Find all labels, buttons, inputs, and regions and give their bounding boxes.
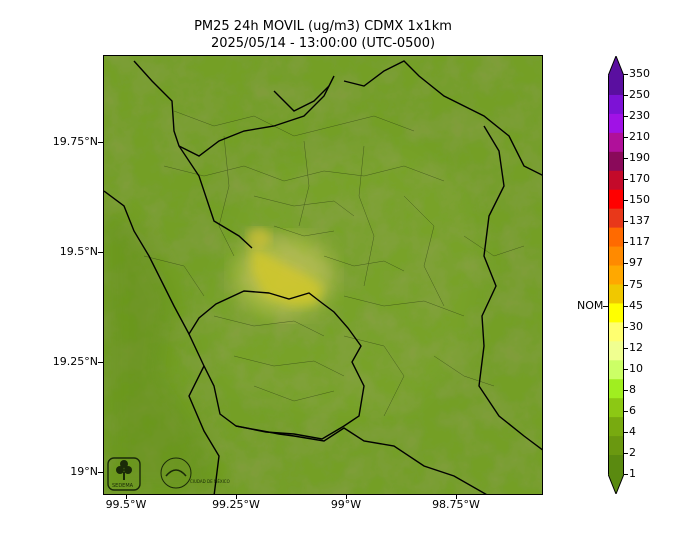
lon-tick-label: 99°W	[330, 498, 362, 511]
colorbar-tick-mark	[624, 74, 628, 75]
colorbar-tick-label: 117	[629, 235, 650, 249]
colorbar-segment	[608, 113, 624, 134]
lat-tick-mark	[98, 472, 103, 473]
colorbar-segment	[608, 284, 624, 304]
colorbar-segment	[608, 227, 624, 248]
colorbar-tick-label: 6	[629, 403, 636, 417]
colorbar-tick-mark	[624, 284, 628, 286]
colorbar-segment	[608, 265, 624, 285]
colorbar-tick-label: 8	[629, 382, 636, 396]
lon-tick-label: 98.75°W	[432, 498, 480, 511]
cdmx-logo-text: CIUDAD DE MÉXICO	[190, 479, 230, 484]
colorbar-tick-label: 150	[629, 193, 650, 207]
colorbar	[608, 56, 624, 494]
sedema-logo-text: SEDEMA	[112, 483, 134, 489]
colorbar-tick-label: 350	[629, 67, 650, 80]
colorbar-segment	[608, 76, 624, 96]
lon-tick-label: 99.5°W	[105, 498, 147, 511]
lat-tick-mark	[98, 252, 103, 253]
colorbar-segment	[608, 341, 624, 361]
colorbar-tick-mark	[624, 95, 628, 97]
colorbar-segment	[608, 455, 624, 475]
colorbar-segment	[608, 436, 624, 456]
colorbar-tick-mark	[624, 242, 628, 244]
colorbar-segment	[608, 360, 624, 380]
colorbar-tick-mark	[624, 116, 628, 118]
colorbar-tick-mark	[624, 474, 628, 475]
colorbar-tick-label: 75	[629, 277, 643, 291]
colorbar-tick-mark	[624, 347, 628, 349]
colorbar-tick-mark	[624, 221, 628, 223]
pm25-hotspot	[252, 246, 324, 306]
colorbar-tick-label: 210	[629, 130, 650, 144]
cdmx-logo	[160, 457, 192, 489]
lat-tick-mark	[98, 362, 103, 363]
lat-tick-label: 19.5°N	[59, 245, 98, 258]
lon-tick-mark	[236, 495, 237, 499]
colorbar-tick-label: 2	[629, 445, 636, 459]
colorbar-outline	[608, 76, 624, 474]
colorbar-tick-mark	[624, 200, 628, 202]
colorbar-tick-label: 12	[629, 340, 643, 354]
colorbar-tick-mark	[624, 179, 628, 181]
colorbar-segment	[608, 246, 624, 267]
municipal-boundaries	[143, 110, 525, 417]
map-canvas	[104, 56, 542, 494]
state-boundaries	[104, 60, 542, 494]
colorbar-segment	[608, 208, 624, 229]
colorbar-tick-label: 1	[629, 467, 636, 480]
colorbar-segment	[608, 170, 624, 191]
colorbar-tick-mark	[624, 263, 628, 265]
colorbar-segment	[608, 379, 624, 399]
lon-tick-mark	[346, 495, 347, 499]
map-timestamp: 2025/05/14 - 13:00:00 (UTC-0500)	[210, 36, 436, 51]
colorbar-tick-label: 4	[629, 424, 636, 438]
lat-tick-label: 19.75°N	[52, 135, 98, 148]
colorbar-tick-mark	[624, 326, 628, 328]
colorbar-tick-label: 230	[629, 109, 650, 123]
colorbar-tick-label: 97	[629, 256, 643, 270]
pm25-hotspot-north	[247, 228, 271, 248]
colorbar-segment	[608, 398, 624, 418]
colorbar-tick-label: 10	[629, 361, 643, 375]
colorbar-segment	[608, 132, 624, 153]
colorbar-segment	[608, 322, 624, 342]
colorbar-tick-mark	[624, 137, 628, 139]
sedema-logo	[107, 457, 141, 491]
colorbar-tick-label: 170	[629, 172, 650, 186]
lon-tick-label: 99.25°W	[212, 498, 260, 511]
colorbar-top-arrow	[608, 56, 624, 77]
colorbar-tick-label: 30	[629, 319, 643, 333]
colorbar-tick-mark	[624, 158, 628, 160]
colorbar-segment	[608, 189, 624, 210]
colorbar-segment	[608, 417, 624, 437]
colorbar-tick-mark	[624, 431, 628, 433]
colorbar-tick-label: 250	[629, 88, 650, 102]
colorbar-tick-label: 45	[629, 298, 643, 312]
lat-tick-label: 19.25°N	[52, 355, 98, 368]
colorbar-tick-label: 190	[629, 151, 650, 165]
map-title: PM25 24h MOVIL (ug/m3) CDMX 1x1km	[194, 19, 452, 34]
map-plot-area: SEDEMA CIUDAD DE MÉXICO	[103, 55, 543, 495]
colorbar-tick-mark	[624, 368, 628, 370]
colorbar-segment	[608, 94, 624, 115]
colorbar-segment	[608, 151, 624, 172]
colorbar-tick-mark	[624, 389, 628, 391]
nom-reference-tick	[603, 306, 608, 307]
west-slope-shading	[104, 206, 224, 494]
colorbar-segment	[608, 303, 624, 323]
lat-tick-mark	[98, 142, 103, 143]
lon-tick-mark	[126, 495, 127, 499]
nom-reference-label: NOM	[577, 299, 604, 312]
lat-tick-label: 19°N	[70, 465, 98, 478]
colorbar-tick-label: 137	[629, 214, 650, 228]
colorbar-tick-mark	[624, 452, 628, 454]
colorbar-tick-mark	[624, 410, 628, 412]
lon-tick-mark	[456, 495, 457, 499]
colorbar-tick-mark	[624, 305, 628, 307]
colorbar-bottom-arrow	[608, 473, 624, 494]
